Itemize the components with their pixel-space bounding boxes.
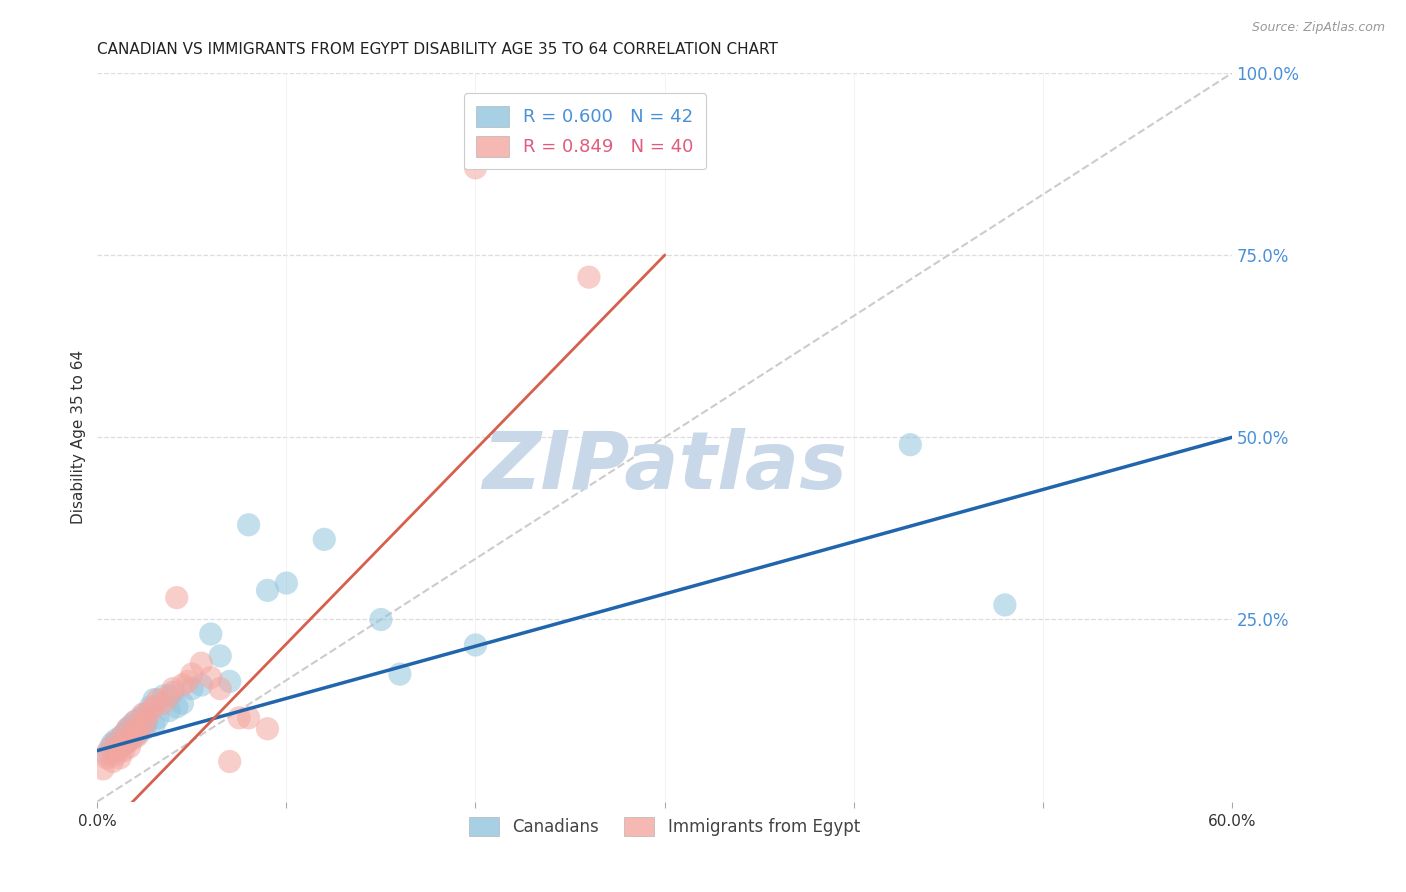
Point (114, 725, 136, 739)
Point (218, 674, 240, 689)
Point (162, 685, 184, 699)
Point (464, 161, 486, 175)
Point (134, 718, 156, 732)
Point (180, 681, 202, 696)
Point (128, 722, 150, 736)
Point (152, 696, 174, 710)
Legend: Canadians, Immigrants from Egypt: Canadians, Immigrants from Egypt (461, 808, 869, 844)
Point (162, 681, 184, 696)
Point (105, 732, 128, 747)
Point (135, 711, 157, 725)
Point (129, 711, 152, 725)
Point (135, 714, 157, 729)
Point (139, 699, 162, 714)
Point (105, 743, 128, 757)
Y-axis label: Disability Age 35 to 64: Disability Age 35 to 64 (72, 351, 86, 524)
Point (114, 736, 136, 750)
Point (108, 751, 131, 765)
Point (118, 739, 141, 754)
Point (177, 674, 200, 689)
Point (120, 732, 142, 747)
Point (100, 739, 122, 754)
Point (122, 725, 145, 739)
Point (256, 722, 278, 736)
Point (134, 722, 156, 736)
Point (209, 681, 232, 696)
Point (209, 648, 232, 663)
Point (112, 743, 135, 757)
Point (124, 714, 146, 729)
Point (125, 729, 148, 743)
Point (256, 583, 278, 598)
Point (200, 671, 222, 685)
Point (146, 711, 169, 725)
Text: CANADIAN VS IMMIGRANTS FROM EGYPT DISABILITY AGE 35 TO 64 CORRELATION CHART: CANADIAN VS IMMIGRANTS FROM EGYPT DISABI… (97, 42, 779, 57)
Point (157, 704, 180, 718)
Text: Source: ZipAtlas.com: Source: ZipAtlas.com (1251, 21, 1385, 34)
Point (132, 707, 155, 722)
Point (898, 438, 921, 452)
Point (172, 678, 194, 692)
Point (238, 517, 260, 532)
Point (117, 722, 139, 736)
Point (388, 667, 411, 681)
Point (107, 739, 129, 754)
Point (97, 743, 120, 757)
Point (91, 762, 114, 776)
Point (134, 707, 156, 722)
Point (124, 729, 146, 743)
Point (180, 667, 202, 681)
Point (101, 736, 124, 750)
Point (111, 729, 134, 743)
Point (124, 714, 146, 729)
Point (190, 656, 212, 670)
Point (200, 627, 222, 641)
Point (157, 689, 180, 703)
Point (143, 692, 166, 706)
Point (228, 711, 250, 725)
Point (101, 755, 124, 769)
Point (464, 638, 486, 652)
Text: ZIPatlas: ZIPatlas (482, 427, 846, 506)
Point (96, 751, 118, 765)
Point (370, 612, 392, 626)
Point (111, 729, 134, 743)
Point (218, 755, 240, 769)
Point (276, 576, 298, 591)
Point (105, 747, 128, 762)
Point (128, 725, 150, 739)
Point (190, 678, 212, 692)
Point (166, 591, 188, 605)
Point (139, 704, 162, 718)
Point (152, 689, 174, 703)
Point (103, 736, 125, 750)
Point (96, 747, 118, 762)
Point (314, 533, 336, 547)
Point (108, 739, 131, 754)
Point (994, 598, 1017, 612)
Point (238, 711, 260, 725)
Point (578, 270, 600, 285)
Point (166, 699, 188, 714)
Point (118, 732, 141, 747)
Point (117, 722, 139, 736)
Point (146, 692, 169, 706)
Point (143, 718, 166, 732)
Point (172, 696, 194, 710)
Point (114, 736, 136, 750)
Point (143, 699, 166, 714)
Point (120, 718, 142, 732)
